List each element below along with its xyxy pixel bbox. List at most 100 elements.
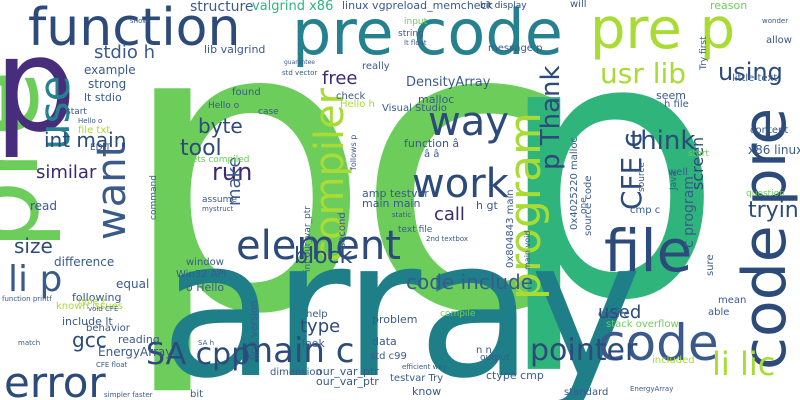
word-code-include: code include <box>406 270 534 294</box>
word-bit-display: bit display <box>480 1 527 11</box>
word-std-c99: std c99 <box>370 351 407 362</box>
word-main-main: main main <box>362 197 421 210</box>
word-p-thank: p Thank <box>536 65 566 170</box>
word-gcc: gcc <box>72 328 107 352</box>
word-reading: reading <box>118 333 160 346</box>
word-source: source <box>637 162 647 192</box>
word-follows-p: follows p <box>349 134 358 170</box>
word-nn: n n <box>476 345 492 356</box>
word-compile: compile <box>440 309 476 319</box>
word-problem: problem <box>372 313 418 326</box>
word-equal: equal <box>116 277 150 291</box>
word-byte: byte <box>198 114 243 138</box>
word-stdio: stdio h <box>94 42 156 63</box>
word-code-mid: code <box>598 314 719 372</box>
word-assume: assume <box>202 195 237 205</box>
word-question: question <box>746 189 785 199</box>
word-little-text: little text <box>732 73 778 84</box>
word-Hello-h: Hello h <box>340 99 375 110</box>
word-int-our: int our_var_ptr <box>303 206 313 272</box>
word-data: data <box>372 335 397 348</box>
word-efficient-way: efficient way <box>402 363 447 371</box>
word-gets-compiled: gets compiled <box>186 155 250 165</box>
word-work: work <box>412 161 509 207</box>
word-able: able <box>708 307 730 318</box>
word-well: well <box>668 167 688 178</box>
word-Visual-Studio: Visual Studio <box>382 103 447 114</box>
word-file-txt: file txt <box>78 125 111 136</box>
word-guarantee: guarantee <box>284 59 315 66</box>
word-run: run <box>212 158 253 186</box>
word-input: input <box>404 17 428 27</box>
word-found: found <box>232 87 261 98</box>
word-really: really <box>362 61 390 72</box>
word-trying: trying <box>748 198 800 223</box>
word-lt-float: lt float <box>404 39 427 47</box>
word-message-p: message p <box>488 43 543 54</box>
word-seem: seem <box>656 89 686 102</box>
word-Win32: Win32 API <box>176 269 227 280</box>
word-bit: bit <box>190 389 204 400</box>
word-h-gt: h gt <box>476 199 498 212</box>
word-std-vector: std vector <box>282 69 318 77</box>
word-difference: difference <box>54 255 115 269</box>
word-p-big: p <box>495 0 724 379</box>
word-EDIT: EDIT <box>90 143 111 153</box>
word-testvar-try: testvar Try <box>390 373 444 384</box>
word-main-c: main c <box>240 331 355 371</box>
word-usr-lib: usr lib <box>600 57 687 90</box>
word-int-main: int main <box>44 128 127 152</box>
word-try-first: Try first <box>699 36 709 70</box>
word-pc: pc <box>118 0 574 400</box>
word-block: block <box>294 244 353 269</box>
word-start: start <box>688 149 709 159</box>
word-function: function <box>28 0 241 58</box>
word-output: output <box>480 353 510 363</box>
word-ctype-cmp: ctype cmp <box>486 369 544 382</box>
word-function-a: function â <box>404 137 460 150</box>
word-read: read <box>30 199 58 213</box>
word-SA-h: SA h <box>198 339 215 347</box>
word-know: know <box>412 385 442 398</box>
word-cmp-c: cmp c <box>630 205 661 216</box>
word-strong: strong <box>88 77 127 91</box>
word-check: check <box>336 91 366 102</box>
word-type: type <box>300 316 341 337</box>
word-sure: sure <box>705 254 716 276</box>
word-pre-p: pre p <box>590 0 736 62</box>
word-want: want <box>89 141 135 240</box>
word-linux-vg: linux vgpreload_memcheck <box>342 0 493 12</box>
word-dimension: dimension <box>270 367 322 378</box>
word-used: used <box>598 302 642 323</box>
word-Hello-h2: Hello o <box>78 117 103 125</box>
word-h-file: h file <box>664 99 689 110</box>
word-addr2: 0x4025220 malloc <box>569 136 580 230</box>
word-using: using <box>718 58 783 86</box>
word-x86-linux: x86 linux <box>748 143 800 157</box>
word-error: error <box>4 358 106 400</box>
word-void-CFE: void CFE <box>88 305 119 313</box>
word-call: call <box>434 204 465 225</box>
word-case: case <box>258 107 279 117</box>
word-match: match <box>18 339 41 347</box>
word-size: size <box>14 234 53 258</box>
word-EnergyArray2: EnergyArray <box>630 385 674 393</box>
word-file: file <box>604 217 693 285</box>
word-free: free <box>322 68 358 89</box>
word-o-Hello: o Hello <box>186 281 225 294</box>
word-show: show <box>130 17 149 25</box>
word-start2: start <box>66 107 87 117</box>
word-mean: mean <box>718 295 747 306</box>
word-following: following <box>72 291 122 304</box>
word-static: static <box>392 211 412 219</box>
word-one: one <box>579 197 589 214</box>
word-EnergyArray: EnergyArray <box>98 345 173 359</box>
word-look: look <box>302 337 325 350</box>
word-command: command <box>149 175 159 220</box>
word-example: example <box>84 63 136 77</box>
word-c-program: c program <box>681 176 697 248</box>
word-li-lic: li lic <box>712 345 776 383</box>
word-2nd-textbox: 2nd textbox <box>426 235 469 243</box>
word-will: will <box>570 0 587 10</box>
